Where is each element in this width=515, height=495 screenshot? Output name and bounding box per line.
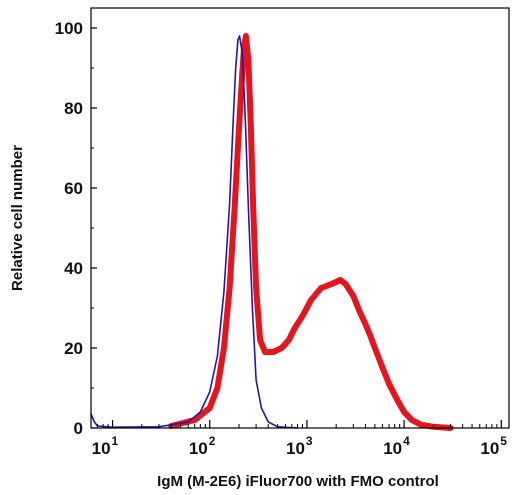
x-axis-title: IgM (M-2E6) iFluor700 with FMO control <box>157 473 439 490</box>
x-tick-label-base: 10 <box>92 439 111 458</box>
x-tick-label-base: 10 <box>383 439 402 458</box>
y-tick-label: 40 <box>64 259 83 278</box>
y-tick-label: 80 <box>64 99 83 118</box>
x-tick-label-base: 10 <box>480 439 499 458</box>
plot-frame <box>90 7 510 429</box>
y-axis-title: Relative cell number <box>9 145 26 291</box>
x-tick-label-exponent: 4 <box>403 434 410 448</box>
x-tick-label-exponent: 5 <box>500 434 507 448</box>
x-tick-label-exponent: 2 <box>209 434 216 448</box>
series-2-line <box>90 35 299 429</box>
x-tick-label-exponent: 3 <box>306 434 313 448</box>
series-1-line <box>168 33 454 431</box>
x-tick-label-base: 10 <box>286 439 305 458</box>
y-tick-label: 20 <box>64 339 83 358</box>
x-tick-label-exponent: 1 <box>112 434 119 448</box>
x-tick-label-base: 10 <box>189 439 208 458</box>
y-tick-label: 60 <box>64 179 83 198</box>
y-tick-label: 0 <box>74 419 83 438</box>
series-layer <box>90 33 454 431</box>
y-tick-label: 100 <box>55 19 83 38</box>
